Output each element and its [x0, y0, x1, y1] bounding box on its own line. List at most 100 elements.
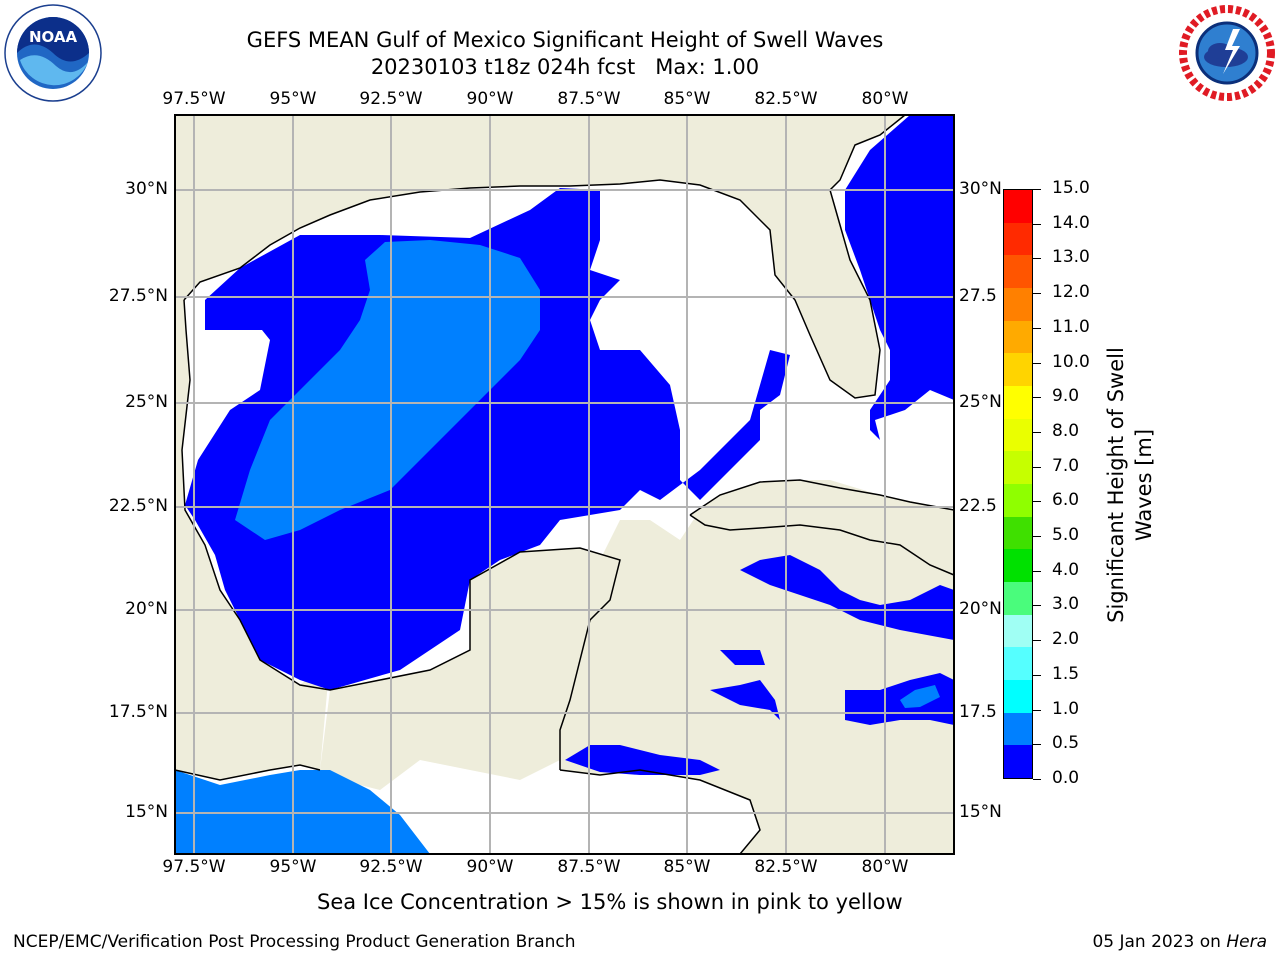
colorbar-tick — [1033, 466, 1041, 468]
colorbar-swatch — [1004, 190, 1032, 223]
colorbar-label: 3.0 — [1052, 594, 1080, 615]
lon-label-top: 82.5°W — [754, 89, 818, 109]
colorbar-swatch — [1004, 614, 1032, 648]
lon-label-bottom: 87.5°W — [557, 857, 621, 877]
lat-label-left: 27.5°N — [108, 286, 168, 306]
lon-label-bottom: 95°W — [269, 857, 317, 877]
colorbar-tick — [1033, 640, 1041, 642]
lon-label-top: 90°W — [466, 89, 514, 109]
colorbar-swatch — [1004, 484, 1032, 517]
lat-label-left: 20°N — [125, 599, 168, 619]
colorbar-swatch — [1004, 418, 1032, 452]
colorbar-swatch — [1004, 451, 1032, 485]
lon-label-top: 80°W — [861, 89, 909, 109]
colorbar-label: 9.0 — [1052, 386, 1080, 407]
chart-subtitle: 20230103 t18z 024h fcst Max: 1.00 — [370, 55, 760, 79]
lat-label-left: 25°N — [125, 392, 168, 412]
colorbar-tick — [1033, 744, 1041, 746]
colorbar-tick — [1033, 674, 1041, 676]
lon-label-top: 97.5°W — [162, 89, 226, 109]
lat-label-left: 22.5°N — [108, 496, 168, 516]
colorbar-label: 4.0 — [1052, 559, 1080, 580]
lat-label-right: 25°N — [959, 392, 1002, 412]
colorbar-tick — [1033, 605, 1041, 607]
swell-band-1 — [235, 240, 540, 540]
colorbar-title-line2: Waves [m] — [1132, 428, 1156, 542]
colorbar-label: 7.0 — [1052, 455, 1080, 476]
colorbar-swatch — [1004, 222, 1032, 256]
colorbar-swatch — [1004, 255, 1032, 289]
colorbar-label: 11.0 — [1052, 316, 1090, 337]
footer-right: 05 Jan 2023 on Hera — [1092, 932, 1267, 952]
colorbar-label: 13.0 — [1052, 247, 1090, 268]
central-america-coastline — [174, 764, 761, 855]
lon-label-bottom: 85°W — [663, 857, 711, 877]
colorbar-swatch — [1004, 288, 1032, 321]
lat-label-left: 17.5°N — [108, 702, 168, 722]
swell-band-0 — [185, 188, 790, 690]
colorbar-swatch — [1004, 516, 1032, 550]
lon-label-top: 95°W — [269, 89, 317, 109]
colorbar-tick — [1033, 327, 1041, 329]
colorbar-tick — [1033, 397, 1041, 399]
colorbar-tick — [1033, 431, 1041, 433]
lat-label-left: 15°N — [125, 802, 168, 822]
colorbar-tick — [1033, 362, 1041, 364]
colorbar — [1003, 189, 1033, 779]
colorbar-title-line1: Significant Height of Swell — [1104, 347, 1128, 623]
sea-ice-note: Sea Ice Concentration > 15% is shown in … — [317, 890, 903, 914]
noaa-logo: NOAA — [4, 4, 102, 102]
colorbar-swatch — [1004, 647, 1032, 681]
colorbar-label: 5.0 — [1052, 525, 1080, 546]
swell-band-0-carib5 — [720, 650, 765, 665]
footer-machine: Hera — [1226, 932, 1267, 952]
colorbar-tick — [1033, 189, 1041, 190]
lon-label-top: 85°W — [663, 89, 711, 109]
lon-label-top: 92.5°W — [359, 89, 423, 109]
colorbar-label: 0.5 — [1052, 733, 1080, 754]
lon-label-bottom: 82.5°W — [754, 857, 818, 877]
lon-label-bottom: 97.5°W — [162, 857, 226, 877]
lat-label-right: 27.5 — [959, 286, 997, 306]
colorbar-label: 6.0 — [1052, 490, 1080, 511]
lon-label-bottom: 80°W — [861, 857, 909, 877]
nws-logo — [1178, 4, 1276, 102]
us-coastline — [183, 114, 906, 399]
swell-band-0-east — [845, 115, 954, 440]
map-frame — [174, 114, 955, 855]
colorbar-swatch — [1004, 745, 1032, 779]
footer-date: 05 Jan 2023 on — [1092, 932, 1227, 952]
chart-title: GEFS MEAN Gulf of Mexico Significant Hei… — [246, 28, 884, 52]
lon-label-bottom: 92.5°W — [359, 857, 423, 877]
colorbar-label: 1.0 — [1052, 698, 1080, 719]
colorbar-swatch — [1004, 386, 1032, 419]
lat-label-right: 17.5 — [959, 702, 997, 722]
colorbar-label: 8.0 — [1052, 420, 1080, 441]
swell-band-0-carib1 — [740, 555, 954, 640]
colorbar-swatch — [1004, 353, 1032, 387]
lat-label-right: 30°N — [959, 179, 1002, 199]
swell-band-0-carib4 — [565, 745, 720, 775]
noaa-logo-text: NOAA — [29, 28, 78, 46]
colorbar-title: Significant Height of Swell Waves [m] — [1102, 275, 1158, 695]
lat-label-right: 22.5 — [959, 496, 997, 516]
colorbar-label: 14.0 — [1052, 212, 1090, 233]
colorbar-label: 1.5 — [1052, 663, 1080, 684]
colorbar-swatch — [1004, 680, 1032, 713]
cuba-coastline — [689, 479, 955, 576]
colorbar-tick — [1033, 779, 1041, 780]
yucatan-land — [320, 548, 620, 790]
swell-band-1-carib — [900, 685, 940, 708]
colorbar-label: 2.0 — [1052, 629, 1080, 650]
colorbar-tick — [1033, 501, 1041, 503]
colorbar-swatch — [1004, 320, 1032, 354]
colorbar-tick — [1033, 536, 1041, 538]
footer-left: NCEP/EMC/Verification Post Processing Pr… — [13, 932, 576, 952]
colorbar-tick — [1033, 709, 1041, 711]
colorbar-label: 15.0 — [1052, 178, 1090, 198]
lat-label-right: 20°N — [959, 599, 1002, 619]
colorbar-label: 12.0 — [1052, 282, 1090, 303]
colorbar-tick — [1033, 258, 1041, 260]
colorbar-label: 10.0 — [1052, 351, 1090, 372]
